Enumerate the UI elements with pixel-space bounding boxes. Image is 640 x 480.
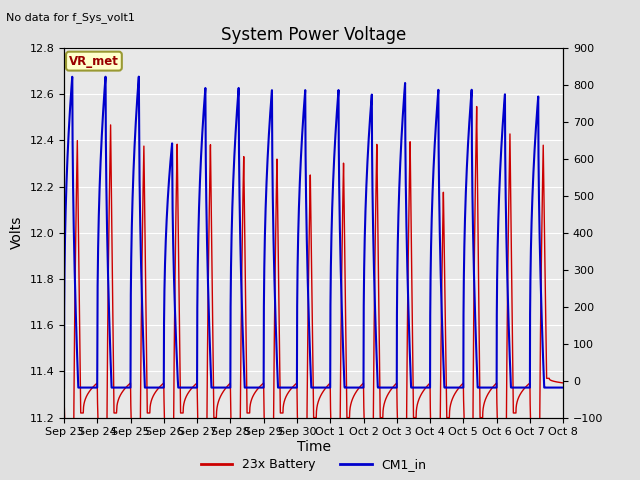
- X-axis label: Time: Time: [296, 440, 331, 454]
- Y-axis label: Volts: Volts: [10, 216, 24, 250]
- Title: System Power Voltage: System Power Voltage: [221, 25, 406, 44]
- Text: VR_met: VR_met: [69, 55, 119, 68]
- Text: No data for f_Sys_volt1: No data for f_Sys_volt1: [6, 12, 135, 23]
- Legend: 23x Battery, CM1_in: 23x Battery, CM1_in: [196, 453, 431, 476]
